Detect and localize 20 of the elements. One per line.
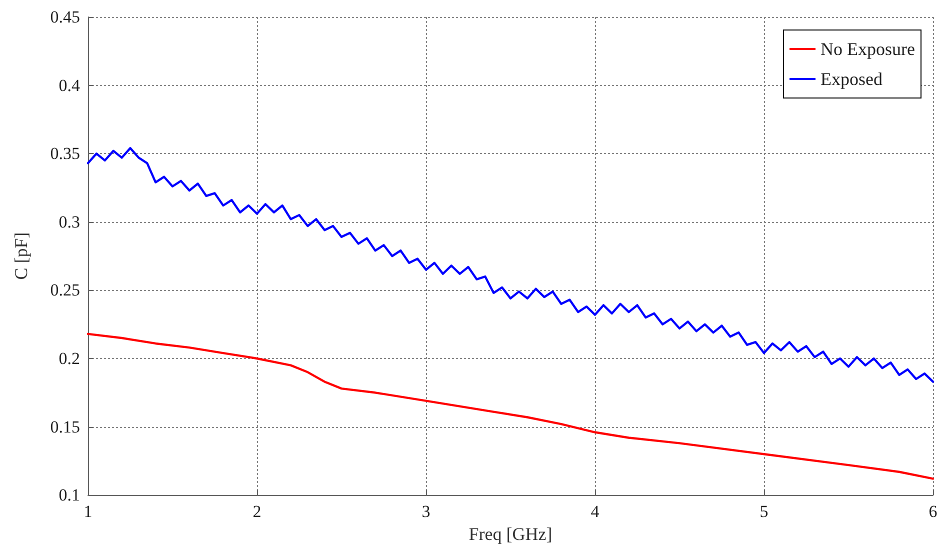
- line-series: [86, 147, 934, 383]
- y-axis-title: C [pF]: [11, 232, 31, 280]
- y-tick-label: 0.15: [50, 417, 80, 436]
- x-tick-label: 5: [760, 502, 768, 522]
- y-tick-label: 0.35: [50, 144, 80, 164]
- legend-label: No Exposure: [820, 39, 916, 59]
- y-tick-label: 0.4: [58, 76, 80, 95]
- y-tick-label: 0.25: [50, 280, 80, 300]
- legend-label: Exposed: [820, 69, 883, 89]
- y-tick-label: 0.45: [50, 8, 80, 26]
- y-tick-label: 0.3: [58, 212, 80, 232]
- x-tick-label: 2: [252, 502, 262, 522]
- x-tick-label: 4: [590, 502, 600, 522]
- x-axis-title: Freq [GHz]: [468, 524, 552, 544]
- x-tick-label: 1: [84, 502, 92, 522]
- x-tick-label: 6: [928, 502, 938, 522]
- x-tick-label: 3: [422, 502, 430, 522]
- y-tick-label: 0.2: [58, 349, 80, 368]
- line-series: [86, 332, 934, 480]
- y-tick-label: 0.1: [58, 486, 80, 505]
